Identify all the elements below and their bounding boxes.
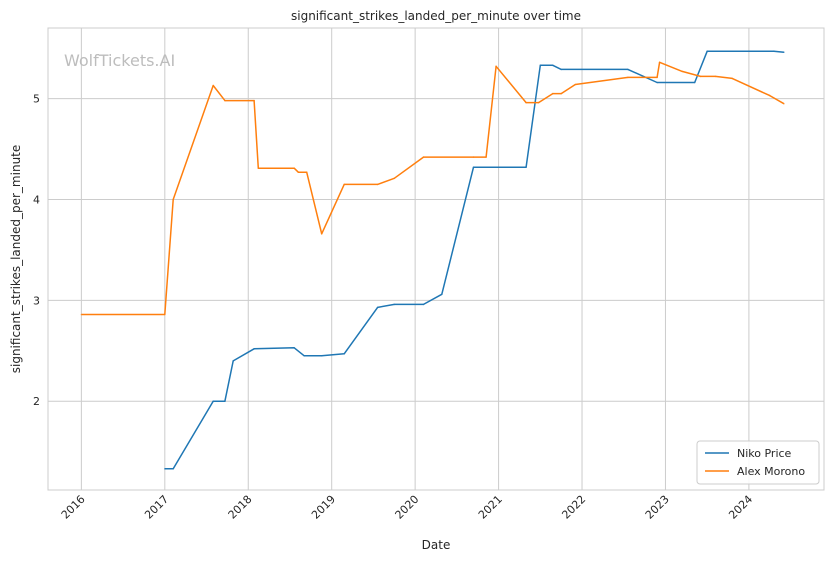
data-point-niko-price (422, 303, 425, 306)
plot-frame (47, 27, 825, 491)
data-point-niko-price (212, 400, 214, 403)
data-point-niko-price (706, 50, 708, 52)
data-point-niko-price (441, 293, 443, 296)
data-point-alex-morono (305, 171, 308, 173)
data-point-niko-price (693, 81, 696, 84)
data-point-alex-morono (560, 92, 562, 95)
data-point-alex-morono (172, 198, 174, 201)
grid (48, 28, 824, 490)
data-point-niko-price (253, 348, 255, 350)
data-point-alex-morono (293, 167, 296, 169)
data-point-alex-morono (699, 75, 702, 78)
data-point-alex-morono (376, 183, 379, 186)
y-tick-label: 3 (33, 294, 40, 307)
data-point-alex-morono (224, 99, 226, 102)
data-point-alex-morono (472, 156, 475, 158)
data-point-alex-morono (164, 313, 166, 316)
legend-label-alex-morono: Alex Morono (737, 465, 805, 478)
data-point-alex-morono (343, 183, 346, 186)
data-point-niko-price (560, 68, 562, 71)
data-point-alex-morono (297, 171, 300, 173)
data-point-alex-morono (320, 233, 323, 235)
plot-area (48, 28, 824, 490)
y-axis-label: significant_strikes_landed_per_minute (9, 145, 23, 374)
data-point-alex-morono (212, 84, 214, 87)
data-point-niko-price (376, 306, 379, 309)
data-point-alex-morono (485, 156, 487, 158)
y-tick-label: 2 (33, 395, 40, 408)
y-tick-labels: 2 3 4 5 (33, 93, 40, 409)
data-point-alex-morono (393, 177, 396, 180)
data-point-alex-morono (769, 94, 771, 97)
data-point-niko-price (552, 64, 554, 67)
data-point-niko-price (232, 360, 234, 362)
data-point-alex-morono (714, 75, 717, 78)
data-point-niko-price (224, 400, 226, 403)
data-point-alex-morono (537, 101, 540, 104)
data-point-alex-morono (574, 83, 577, 86)
data-point-niko-price (393, 303, 396, 306)
data-point-alex-morono (422, 156, 425, 158)
chart-title: significant_strikes_landed_per_minute ov… (291, 9, 581, 23)
data-point-niko-price (320, 355, 323, 357)
data-point-niko-price (525, 166, 527, 168)
data-point-niko-price (164, 468, 166, 470)
legend: Niko Price Alex Morono (696, 440, 820, 485)
y-tick-label: 4 (33, 193, 40, 206)
data-point-niko-price (627, 68, 629, 71)
data-point-niko-price (656, 81, 658, 84)
legend-box (696, 440, 820, 485)
data-point-niko-price (303, 355, 306, 357)
data-point-alex-morono (495, 65, 497, 68)
data-point-alex-morono (658, 61, 661, 64)
data-point-alex-morono (783, 102, 785, 105)
data-point-niko-price (539, 64, 542, 67)
data-point-niko-price (293, 347, 296, 349)
data-point-niko-price (773, 50, 775, 52)
data-point-alex-morono (656, 76, 658, 79)
data-point-alex-morono (627, 76, 629, 79)
x-axis-label: Date (422, 538, 451, 552)
data-point-alex-morono (552, 92, 554, 95)
data-point-niko-price (172, 468, 174, 470)
data-point-niko-price (783, 51, 785, 53)
y-tick-label: 5 (33, 93, 40, 106)
data-point-niko-price (343, 353, 346, 355)
legend-label-niko-price: Niko Price (737, 447, 792, 460)
data-point-alex-morono (681, 70, 683, 73)
series-line-alex-morono (81, 61, 785, 316)
data-point-alex-morono (253, 99, 255, 102)
series-layer (80, 50, 785, 470)
data-point-alex-morono (731, 77, 733, 80)
data-point-alex-morono (525, 101, 527, 104)
data-point-niko-price (472, 166, 475, 168)
data-point-alex-morono (80, 313, 83, 316)
data-point-alex-morono (257, 167, 260, 169)
watermark: WolfTickets.AI (64, 51, 175, 70)
